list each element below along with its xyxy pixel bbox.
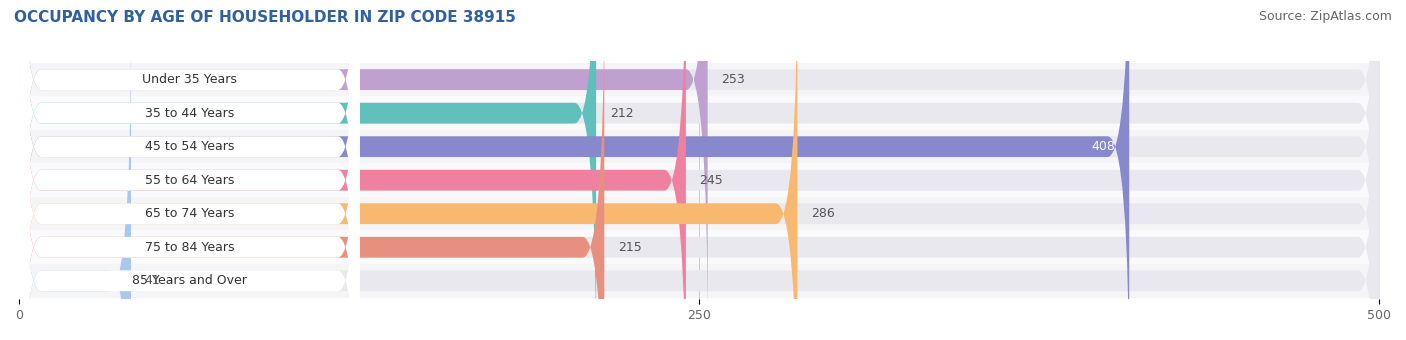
FancyBboxPatch shape [20,0,1379,340]
FancyBboxPatch shape [20,0,797,340]
FancyBboxPatch shape [20,0,360,340]
Text: 408: 408 [1092,140,1115,153]
Text: 41: 41 [145,274,160,287]
FancyBboxPatch shape [20,0,1379,340]
FancyBboxPatch shape [20,23,1379,340]
Text: 212: 212 [610,107,633,120]
Text: Under 35 Years: Under 35 Years [142,73,238,86]
FancyBboxPatch shape [20,0,360,340]
FancyBboxPatch shape [20,0,360,340]
FancyBboxPatch shape [20,264,1379,298]
Text: 215: 215 [617,241,641,254]
FancyBboxPatch shape [20,0,707,337]
Text: 253: 253 [721,73,745,86]
FancyBboxPatch shape [20,0,360,337]
FancyBboxPatch shape [20,0,686,340]
Text: Source: ZipAtlas.com: Source: ZipAtlas.com [1258,10,1392,23]
FancyBboxPatch shape [20,164,1379,197]
Text: 65 to 74 Years: 65 to 74 Years [145,207,235,220]
FancyBboxPatch shape [20,23,131,340]
FancyBboxPatch shape [20,130,1379,164]
FancyBboxPatch shape [20,0,1379,340]
Text: 35 to 44 Years: 35 to 44 Years [145,107,235,120]
Text: 85 Years and Over: 85 Years and Over [132,274,247,287]
FancyBboxPatch shape [20,0,1379,340]
Text: 75 to 84 Years: 75 to 84 Years [145,241,235,254]
FancyBboxPatch shape [20,231,1379,264]
Text: 286: 286 [811,207,835,220]
FancyBboxPatch shape [20,0,360,340]
Text: 45 to 54 Years: 45 to 54 Years [145,140,235,153]
Text: 245: 245 [700,174,723,187]
FancyBboxPatch shape [20,23,360,340]
FancyBboxPatch shape [20,0,1379,337]
FancyBboxPatch shape [20,0,1379,340]
FancyBboxPatch shape [20,63,1379,97]
FancyBboxPatch shape [20,0,596,340]
Text: 55 to 64 Years: 55 to 64 Years [145,174,235,187]
FancyBboxPatch shape [20,0,360,340]
FancyBboxPatch shape [20,0,605,340]
FancyBboxPatch shape [20,0,1129,340]
FancyBboxPatch shape [20,197,1379,231]
FancyBboxPatch shape [20,97,1379,130]
Text: OCCUPANCY BY AGE OF HOUSEHOLDER IN ZIP CODE 38915: OCCUPANCY BY AGE OF HOUSEHOLDER IN ZIP C… [14,10,516,25]
